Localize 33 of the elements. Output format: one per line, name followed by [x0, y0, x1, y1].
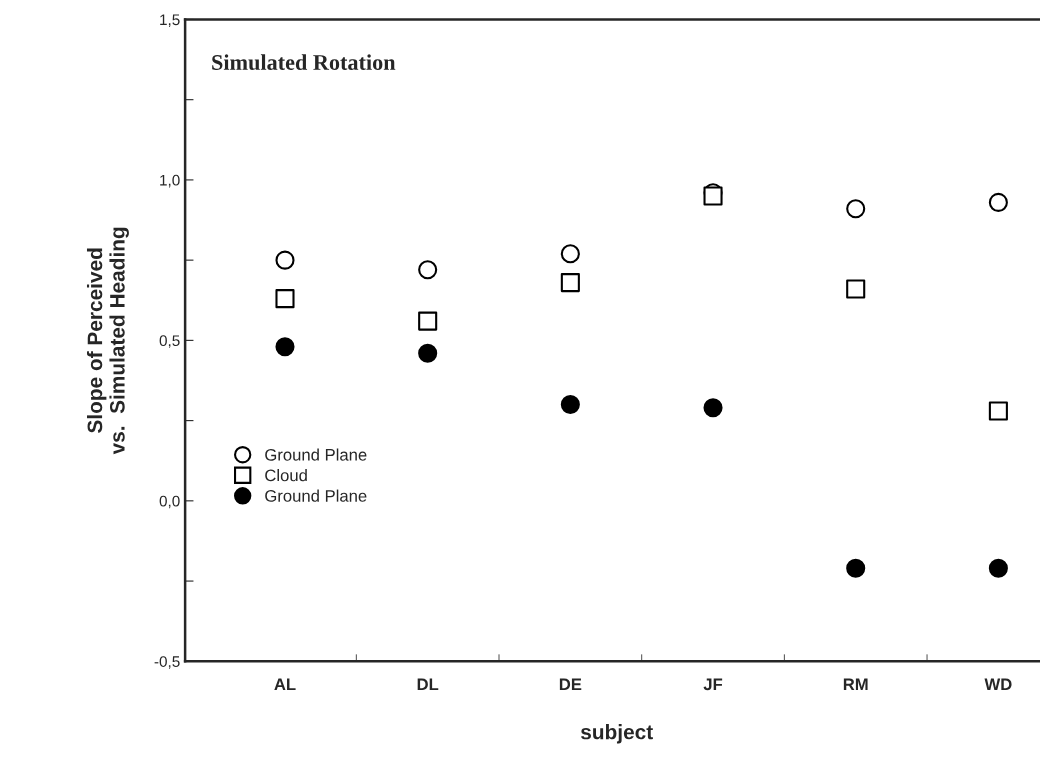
point [846, 199, 866, 219]
x-tick-label: DE [559, 678, 582, 691]
point [846, 558, 866, 578]
y-tick-label: 1,0 [160, 174, 180, 188]
legend-label: Cloud [265, 469, 307, 482]
point [988, 558, 1008, 578]
point [275, 289, 295, 309]
point [275, 337, 295, 357]
point [560, 273, 580, 293]
y-tick-label: 0,5 [159, 335, 180, 348]
legend-label: Ground Plane [265, 489, 367, 502]
x-tick-label: JF [703, 678, 723, 691]
x-tick-label: WD [984, 678, 1012, 691]
x-axis-title: subject [580, 724, 653, 744]
point [418, 311, 438, 331]
point [988, 192, 1008, 212]
x-tick-label: AL [274, 678, 296, 691]
point [703, 398, 723, 418]
point [418, 343, 438, 363]
point [988, 401, 1008, 421]
point [418, 260, 438, 280]
text: Simulated Rotation [212, 54, 396, 70]
y-tick-label: 1,5 [160, 14, 180, 27]
x-tick-label: RM [843, 678, 868, 691]
legend-label: Ground Plane [265, 448, 367, 461]
point [275, 250, 295, 270]
point [560, 395, 580, 415]
x-tick-label: DL [417, 678, 439, 691]
y-tick-label: 0,0 [159, 495, 180, 509]
point [560, 244, 580, 264]
point [846, 279, 866, 299]
y-tick-label: -0,5 [154, 656, 180, 669]
y-axis-title: Slope of Perceived vs. Simulated Heading [86, 227, 129, 455]
